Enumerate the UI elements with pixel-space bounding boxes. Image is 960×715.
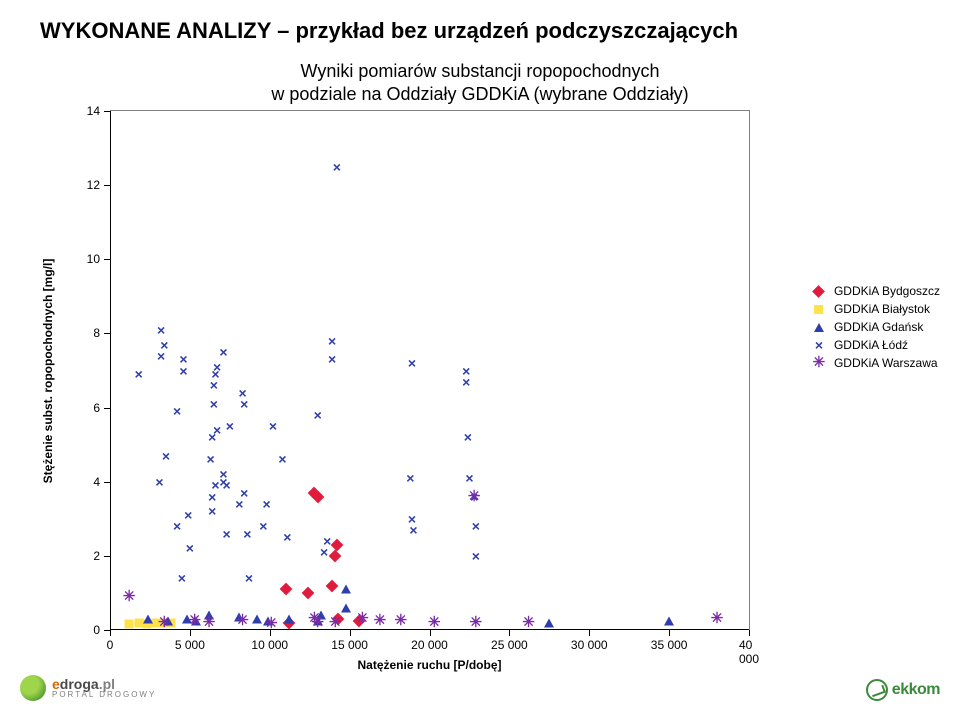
footer-left-logo: edroga.pl PORTAL DROGOWY bbox=[20, 675, 156, 701]
legend-item: GDDKiA Białystok bbox=[812, 302, 940, 316]
x-tick-label: 15 000 bbox=[331, 638, 368, 652]
ekkom-icon bbox=[866, 679, 888, 701]
legend-marker bbox=[812, 287, 826, 296]
y-tick bbox=[104, 111, 110, 112]
y-tick bbox=[104, 185, 110, 186]
marker-diamond bbox=[302, 587, 315, 600]
x-tick bbox=[350, 630, 351, 636]
legend-item: GDDKiA Gdańsk bbox=[812, 320, 940, 334]
footer-right-logo: ekkom bbox=[866, 679, 940, 701]
x-tick-label: 40 000 bbox=[739, 638, 759, 666]
marker-triangle bbox=[544, 618, 554, 627]
legend-item: GDDKiA Bydgoszcz bbox=[812, 284, 940, 298]
x-tick bbox=[509, 630, 510, 636]
edroga-subtitle: PORTAL DROGOWY bbox=[52, 691, 156, 699]
legend-label: GDDKiA Warszawa bbox=[834, 356, 938, 370]
marker-diamond bbox=[813, 285, 826, 298]
x-tick-label: 25 000 bbox=[491, 638, 528, 652]
marker-triangle bbox=[664, 616, 674, 625]
x-tick bbox=[749, 630, 750, 636]
marker-square bbox=[814, 305, 823, 314]
ekkom-text: ekkom bbox=[892, 681, 940, 699]
x-tick bbox=[589, 630, 590, 636]
x-tick-label: 0 bbox=[107, 638, 114, 652]
x-tick-label: 35 000 bbox=[651, 638, 688, 652]
marker-triangle bbox=[814, 323, 824, 332]
marker-diamond bbox=[326, 579, 339, 592]
y-tick-label: 8 bbox=[93, 326, 100, 340]
x-tick bbox=[190, 630, 191, 636]
y-tick-label: 10 bbox=[87, 252, 100, 266]
y-tick bbox=[104, 333, 110, 334]
chart-title: Wyniki pomiarów substancji ropopochodnyc… bbox=[0, 60, 960, 107]
y-tick bbox=[104, 408, 110, 409]
legend-item: ✳GDDKiA Warszawa bbox=[812, 356, 940, 370]
legend-item: ×GDDKiA Łódź bbox=[812, 338, 940, 352]
y-tick bbox=[104, 259, 110, 260]
y-tick bbox=[104, 482, 110, 483]
legend-marker bbox=[812, 323, 826, 332]
edroga-icon bbox=[20, 675, 46, 701]
y-tick-label: 0 bbox=[93, 623, 100, 637]
legend-label: GDDKiA Białystok bbox=[834, 302, 930, 316]
y-tick-label: 4 bbox=[93, 475, 100, 489]
y-axis-label: Stężenie subst. ropopochodnych [mg/l] bbox=[41, 258, 55, 483]
x-tick bbox=[669, 630, 670, 636]
y-tick-label: 14 bbox=[87, 104, 100, 118]
legend-label: GDDKiA Bydgoszcz bbox=[834, 284, 940, 298]
marker-triangle bbox=[252, 614, 262, 623]
marker-triangle bbox=[143, 614, 153, 623]
marker-diamond bbox=[279, 583, 292, 596]
legend: GDDKiA Bydgoszcz GDDKiA Białystok GDDKiA G… bbox=[812, 280, 940, 374]
x-tick-label: 20 000 bbox=[411, 638, 448, 652]
y-tick bbox=[104, 556, 110, 557]
marker-diamond bbox=[329, 549, 342, 562]
y-tick-label: 2 bbox=[93, 549, 100, 563]
x-axis-label: Natężenie ruchu [P/dobę] bbox=[357, 658, 501, 672]
marker-triangle bbox=[341, 603, 351, 612]
page-title: WYKONANE ANALIZY – przykład bez urządzeń… bbox=[40, 18, 738, 44]
x-tick bbox=[430, 630, 431, 636]
legend-label: GDDKiA Łódź bbox=[834, 338, 908, 352]
y-tick-label: 6 bbox=[93, 401, 100, 415]
legend-label: GDDKiA Gdańsk bbox=[834, 320, 923, 334]
scatter-plot: Natężenie ruchu [P/dobę] Stężenie subst.… bbox=[110, 110, 750, 630]
marker-triangle bbox=[341, 585, 351, 594]
legend-marker bbox=[812, 305, 826, 314]
y-tick bbox=[104, 630, 110, 631]
marker-diamond bbox=[330, 538, 343, 551]
x-tick-label: 30 000 bbox=[571, 638, 608, 652]
y-axis bbox=[110, 111, 111, 630]
marker-triangle bbox=[284, 614, 294, 623]
x-tick bbox=[110, 630, 111, 636]
x-tick-label: 10 000 bbox=[251, 638, 288, 652]
marker-square bbox=[125, 620, 134, 629]
x-tick-label: 5 000 bbox=[175, 638, 205, 652]
y-tick-label: 12 bbox=[87, 178, 100, 192]
